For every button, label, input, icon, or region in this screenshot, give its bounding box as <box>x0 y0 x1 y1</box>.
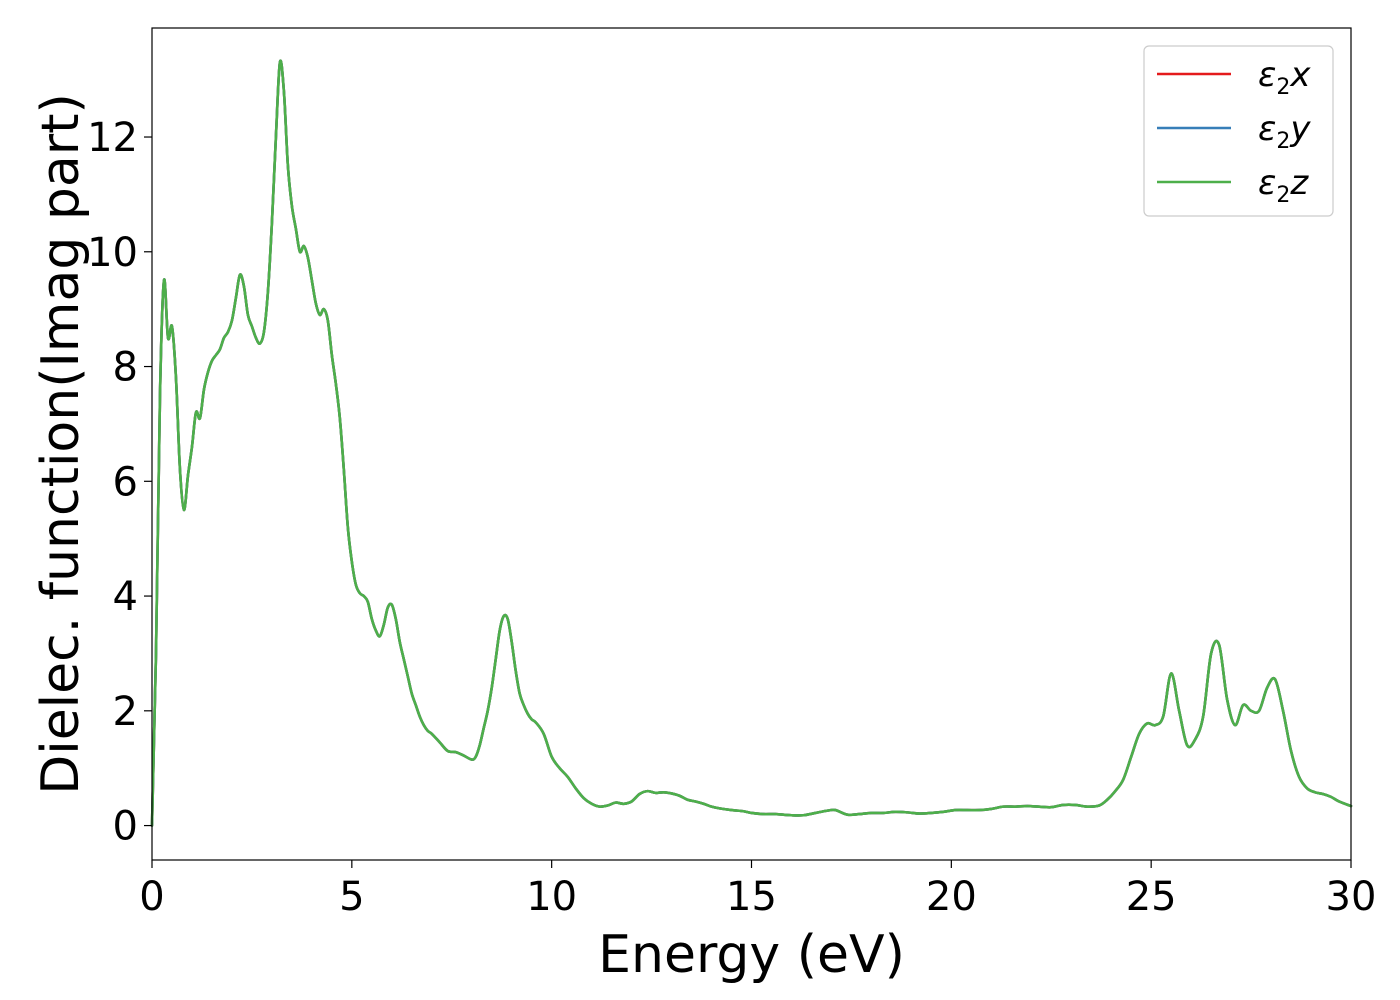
x-tick-label: 5 <box>339 874 364 920</box>
legend-label: ε2z <box>1258 163 1309 208</box>
y-tick-label: 10 <box>87 230 138 276</box>
y-axis-ticks: 0 2 4 6 8 10 12 <box>87 115 152 850</box>
series-line-3 <box>150 59 1353 827</box>
plot-lines <box>150 59 1353 827</box>
y-tick-label: 4 <box>113 574 138 620</box>
x-axis-label: Energy (eV) <box>598 925 905 985</box>
x-tick-label: 0 <box>139 874 164 920</box>
legend-label: ε2y <box>1258 109 1311 154</box>
y-tick-label: 6 <box>113 459 138 505</box>
y-tick-label: 12 <box>87 115 138 161</box>
legend-label: ε2x <box>1258 55 1311 100</box>
x-tick-label: 25 <box>1126 874 1177 920</box>
x-tick-label: 15 <box>726 874 777 920</box>
x-tick-label: 30 <box>1326 874 1377 920</box>
x-tick-label: 20 <box>926 874 977 920</box>
x-tick-label: 10 <box>526 874 577 920</box>
x-axis-ticks: 0 5 10 15 20 25 30 <box>139 860 1376 920</box>
y-tick-label: 0 <box>113 804 138 850</box>
y-axis-label: Dielec. function(Imag part) <box>31 93 91 795</box>
y-tick-label: 2 <box>113 689 138 735</box>
legend-box <box>1143 45 1334 217</box>
legend: ε2x ε2y ε2z <box>1143 45 1334 217</box>
y-tick-label: 8 <box>113 345 138 391</box>
